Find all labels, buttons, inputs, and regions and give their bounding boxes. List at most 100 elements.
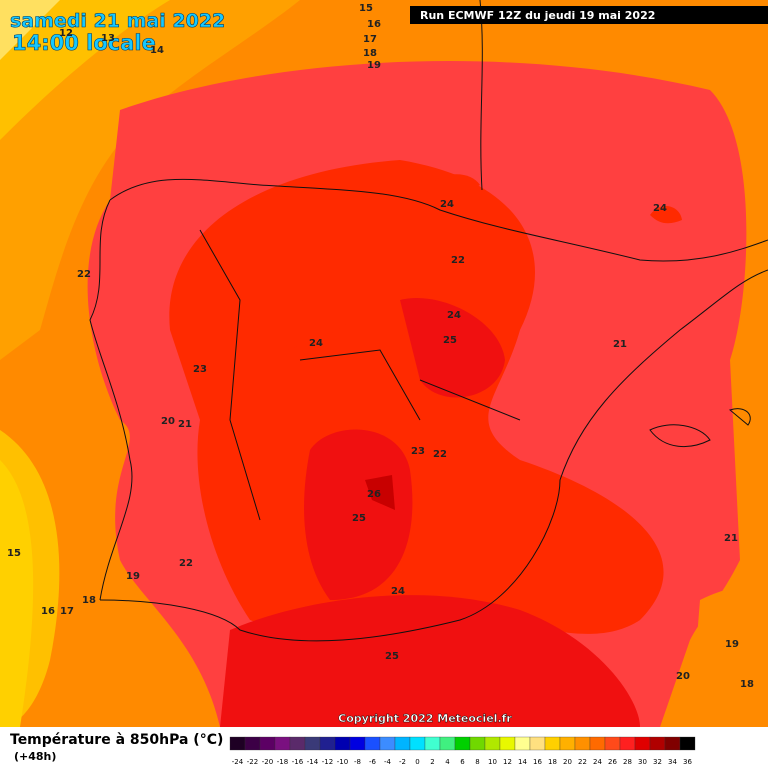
scale-label: 30 — [638, 758, 647, 766]
color-cell — [229, 736, 246, 751]
field-25c — [400, 298, 505, 398]
color-cell — [334, 736, 351, 751]
scale-label: -20 — [262, 758, 273, 766]
color-cell — [514, 736, 531, 751]
field-24c — [425, 174, 480, 196]
scale-label: 14 — [518, 758, 527, 766]
run-box — [410, 6, 768, 24]
color-cell — [469, 736, 486, 751]
scale-label: 2 — [430, 758, 434, 766]
color-cell — [499, 736, 516, 751]
field-18 — [0, 0, 300, 360]
color-scale: -24 -22 -20 -18 -16 -14 -12 -10 -8 -6 -4 -2 0 2 4 6 8 10 1… — [229, 736, 696, 766]
color-cell — [679, 736, 696, 751]
contour-label: 20 — [676, 671, 690, 682]
contour-label: 23 — [193, 364, 207, 375]
contour-label: 24 — [309, 338, 323, 349]
contour-label: 24 — [447, 310, 461, 321]
field-25 — [220, 595, 640, 727]
contour-label: 14 — [150, 45, 164, 56]
scale-label: 18 — [548, 758, 557, 766]
field-24 — [169, 160, 664, 634]
contour-label: 24 — [440, 199, 454, 210]
scale-label: -22 — [247, 758, 258, 766]
scale-label: 36 — [683, 758, 692, 766]
contour-label: 21 — [724, 533, 738, 544]
contour-label: 15 — [359, 3, 373, 14]
color-cell — [544, 736, 561, 751]
color-cell — [454, 736, 471, 751]
legend-title: Température à 850hPa (°C) — [10, 732, 223, 748]
scale-label: 0 — [415, 758, 419, 766]
color-cell — [664, 736, 681, 751]
contour-label: 18 — [82, 595, 96, 606]
color-cell — [274, 736, 291, 751]
contour-label: 25 — [352, 513, 366, 524]
color-cell — [304, 736, 321, 751]
scale-label: 26 — [608, 758, 617, 766]
contour-label: 22 — [451, 255, 465, 266]
contour-label: 20 — [161, 416, 175, 427]
contour-label: 19 — [725, 639, 739, 650]
contour-label: 21 — [613, 339, 627, 350]
legend-subtitle: (+48h) — [14, 750, 56, 763]
scale-label: 4 — [445, 758, 450, 766]
scale-label: -16 — [292, 758, 304, 766]
scale-label: -2 — [399, 758, 406, 766]
color-cell — [484, 736, 501, 751]
color-cell — [619, 736, 636, 751]
field-25b — [304, 429, 413, 600]
field-26 — [365, 475, 395, 510]
color-cell — [439, 736, 456, 751]
color-cell — [364, 736, 381, 751]
time: 14:00 locale — [12, 31, 156, 55]
contour-label: 19 — [367, 60, 381, 71]
scale-label: -24 — [232, 758, 244, 766]
contour-label: 21 — [178, 419, 192, 430]
scale-label: -4 — [384, 758, 392, 766]
contour-label: 24 — [391, 586, 405, 597]
contour-label: 25 — [443, 335, 457, 346]
color-cell — [634, 736, 651, 751]
color-cell — [349, 736, 366, 751]
copyright: Copyright 2022 Meteociel.fr — [338, 712, 512, 725]
scale-label: 24 — [593, 758, 602, 766]
color-cell — [379, 736, 396, 751]
color-cell — [244, 736, 261, 751]
contour-label: 12 — [59, 28, 73, 39]
scale-label: -6 — [369, 758, 377, 766]
contour-label: 23 — [411, 446, 425, 457]
field-24d — [650, 205, 682, 224]
scale-label: 20 — [563, 758, 572, 766]
contour-label: 22 — [77, 269, 91, 280]
scale-label: 10 — [488, 758, 497, 766]
scale-label: 8 — [475, 758, 479, 766]
scale-label: -14 — [307, 758, 319, 766]
field-16 — [0, 0, 170, 140]
color-cell — [649, 736, 666, 751]
contour-label: 13 — [101, 33, 115, 44]
contour-label: 22 — [433, 449, 447, 460]
color-cell — [409, 736, 426, 751]
color-cell — [394, 736, 411, 751]
contour-label: 16 — [367, 19, 381, 30]
scale-label: 6 — [460, 758, 465, 766]
field-14 — [0, 0, 60, 60]
run-info: Run ECMWF 12Z du jeudi 19 mai 2022 — [420, 9, 655, 22]
color-cell — [559, 736, 576, 751]
color-cell — [424, 736, 441, 751]
color-cell — [574, 736, 591, 751]
color-cell — [289, 736, 306, 751]
field-24b — [275, 289, 362, 355]
scale-label: 16 — [533, 758, 542, 766]
color-cell — [604, 736, 621, 751]
contour-label: 18 — [363, 48, 377, 59]
scale-label: -8 — [354, 758, 361, 766]
contour-label: 26 — [367, 489, 381, 500]
contour-label: 15 — [7, 548, 21, 559]
contour-label: 19 — [126, 571, 140, 582]
scale-label: 22 — [578, 758, 587, 766]
